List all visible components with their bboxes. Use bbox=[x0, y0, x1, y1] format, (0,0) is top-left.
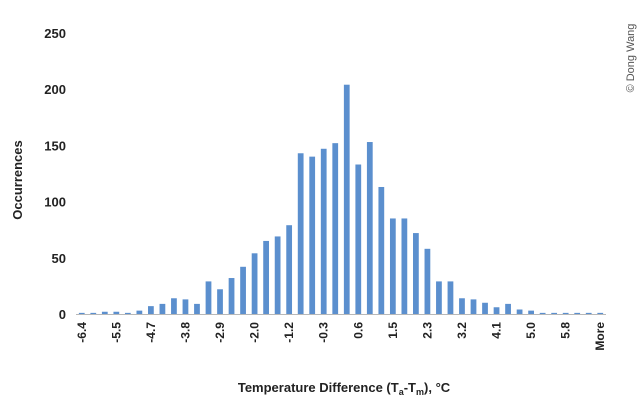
x-tick-label: -5.5 bbox=[109, 322, 123, 343]
histogram-bar bbox=[378, 186, 385, 314]
y-tick-label: 0 bbox=[59, 307, 66, 322]
x-axis: -6.4 -5.5 -4.7 -3.8 -2.9 -2.0 -1.2 -0.3 0.6 1.5 2.… bbox=[75, 314, 607, 351]
x-tick-label: -2.0 bbox=[248, 322, 262, 343]
histogram-bar bbox=[562, 312, 569, 314]
histogram-bar bbox=[194, 303, 200, 314]
histogram-bar bbox=[78, 312, 85, 314]
x-tick-label: -2.9 bbox=[213, 322, 227, 343]
x-tick-label: -3.8 bbox=[178, 322, 192, 343]
histogram-bar bbox=[297, 153, 304, 314]
histogram-bar bbox=[389, 218, 396, 314]
histogram-bar bbox=[217, 289, 223, 314]
histogram-bar bbox=[113, 311, 120, 314]
histogram-bar bbox=[597, 312, 604, 314]
histogram-bar bbox=[551, 312, 558, 314]
histogram-bar bbox=[574, 312, 581, 314]
histogram-bar bbox=[401, 218, 408, 314]
histogram-bar bbox=[171, 298, 177, 314]
y-tick-label: 150 bbox=[44, 138, 66, 153]
histogram-bar bbox=[470, 299, 477, 314]
histogram-bar bbox=[528, 310, 534, 314]
x-tick-label: 3.2 bbox=[455, 322, 469, 339]
histogram-bar bbox=[182, 299, 189, 314]
histogram-bar bbox=[320, 148, 327, 314]
histogram-bar bbox=[355, 164, 362, 314]
x-tick-label: More bbox=[593, 322, 607, 351]
histogram-bar bbox=[459, 298, 465, 314]
histogram-bar bbox=[447, 281, 454, 314]
histogram-bar bbox=[516, 309, 523, 314]
histogram-bar bbox=[332, 143, 339, 314]
x-tick-label: -4.7 bbox=[144, 322, 158, 343]
x-tick-label: 0.6 bbox=[351, 322, 365, 339]
histogram-bar bbox=[436, 281, 442, 314]
histogram-bar bbox=[240, 266, 246, 314]
histogram-bar bbox=[101, 311, 108, 314]
y-axis-title: Occurrences bbox=[10, 140, 25, 220]
histogram-bar bbox=[148, 306, 154, 314]
histogram-bar bbox=[124, 312, 131, 314]
histogram-bar bbox=[309, 156, 316, 314]
x-tick-label: 1.5 bbox=[386, 322, 400, 339]
histogram-bar bbox=[413, 233, 419, 314]
y-tick-label: 100 bbox=[44, 195, 66, 210]
x-tick-label: -1.2 bbox=[282, 322, 296, 343]
x-tick-label: 5.0 bbox=[524, 322, 538, 339]
x-tick-label: 2.3 bbox=[420, 322, 434, 339]
histogram-bar bbox=[585, 312, 592, 314]
histogram-bar bbox=[159, 303, 166, 314]
histogram-bar bbox=[343, 84, 350, 314]
x-tick-label: -6.4 bbox=[75, 322, 89, 343]
x-axis-title: Temperature Difference (Ta-Tm), °C bbox=[238, 380, 451, 397]
y-tick-label: 50 bbox=[52, 251, 66, 266]
histogram-bar bbox=[274, 236, 281, 314]
histogram-bar bbox=[136, 310, 143, 314]
histogram-bar bbox=[205, 281, 212, 314]
histogram-bar bbox=[286, 225, 293, 314]
histogram-bar bbox=[493, 307, 500, 314]
y-tick-label: 200 bbox=[44, 82, 66, 97]
histogram-bar bbox=[366, 142, 373, 314]
histogram-bar bbox=[424, 248, 431, 314]
histogram-bar bbox=[263, 240, 269, 314]
x-tick-label: 4.1 bbox=[490, 322, 504, 339]
histogram-bar bbox=[482, 302, 488, 314]
histogram-bar bbox=[505, 303, 511, 314]
histogram-bar bbox=[90, 312, 97, 314]
x-tick-label: 5.8 bbox=[559, 322, 573, 339]
bars bbox=[78, 84, 604, 314]
x-tick-label: -0.3 bbox=[317, 322, 331, 343]
y-axis: 0 50 100 150 200 250 bbox=[44, 26, 66, 322]
credit-watermark: © Dong Wang bbox=[625, 24, 637, 93]
histogram-bar bbox=[228, 278, 235, 314]
y-tick-label: 250 bbox=[44, 26, 66, 41]
histogram-bar bbox=[251, 253, 258, 314]
histogram-bar bbox=[539, 312, 546, 314]
